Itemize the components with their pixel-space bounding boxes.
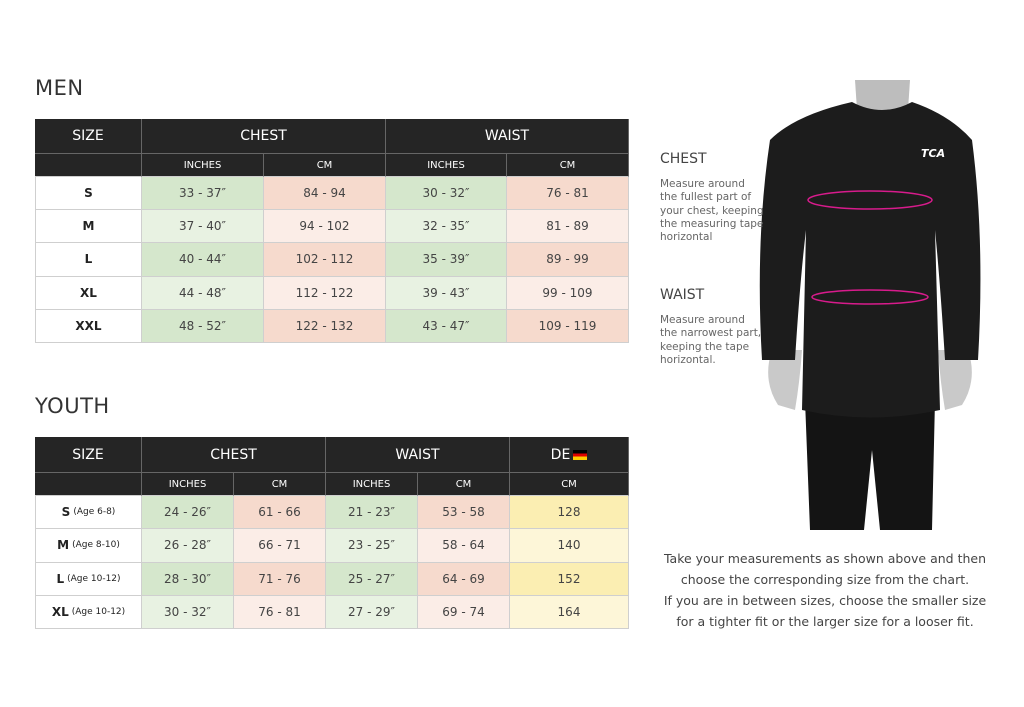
- value-cell: 30 - 32″: [386, 177, 507, 211]
- value-cell: 66 - 71: [234, 529, 326, 563]
- value-cell: 81 - 89: [507, 210, 629, 244]
- value-cell: 109 - 119: [507, 309, 629, 343]
- age-label: (Age 6-8): [73, 507, 116, 518]
- size-label: L: [56, 571, 65, 586]
- value-cell: 40 - 44″: [142, 243, 264, 277]
- value-cell: 102 - 112: [264, 243, 386, 277]
- value-cell: 64 - 69: [418, 562, 510, 596]
- value-cell: 23 - 25″: [326, 529, 418, 563]
- value-cell: 33 - 37″: [142, 177, 264, 211]
- value-cell: 24 - 26″: [142, 496, 234, 530]
- size-cell: L: [35, 243, 142, 277]
- header-text: DE: [550, 446, 571, 463]
- subheader-cell: INCHES: [142, 473, 234, 496]
- header-cell: WAIST: [326, 437, 510, 473]
- value-cell: 140: [510, 529, 629, 563]
- header-cell: CHEST: [142, 437, 326, 473]
- section-title: MEN: [35, 76, 84, 100]
- subheader-cell: CM: [510, 473, 629, 496]
- value-cell: 39 - 43″: [386, 276, 507, 310]
- value-cell: 89 - 99: [507, 243, 629, 277]
- age-label: (Age 8-10): [72, 540, 120, 551]
- value-cell: 122 - 132: [264, 309, 386, 343]
- subheader-cell: INCHES: [326, 473, 418, 496]
- guide-title: WAIST: [660, 287, 705, 303]
- note-line: choose the corresponding size from the c…: [680, 572, 970, 587]
- note-line: for a tighter fit or the larger size for…: [676, 614, 974, 629]
- size-label: M: [57, 538, 70, 553]
- size-cell: XL (Age 10-12): [35, 595, 142, 630]
- figure: TCA: [759, 80, 981, 530]
- subheader-cell: [35, 154, 142, 177]
- subheader-cell: INCHES: [386, 154, 507, 177]
- value-cell: 53 - 58: [418, 496, 510, 530]
- logo: TCA: [921, 147, 945, 160]
- value-cell: 58 - 64: [418, 529, 510, 563]
- age-label: (Age 10-12): [67, 573, 121, 584]
- subheader-cell: CM: [264, 154, 386, 177]
- guide-text: the measuring tape: [660, 217, 764, 230]
- note-line: Take your measurements as shown above an…: [663, 551, 987, 566]
- value-cell: 32 - 35″: [386, 210, 507, 244]
- header-cell: CHEST: [142, 119, 386, 154]
- guide-text: your chest, keeping: [660, 204, 764, 217]
- value-cell: 43 - 47″: [386, 309, 507, 343]
- age-label: (Age 10-12): [71, 607, 126, 618]
- value-cell: 48 - 52″: [142, 309, 264, 343]
- subheader-cell: [35, 473, 142, 496]
- value-cell: 26 - 28″: [142, 529, 234, 563]
- section-title: YOUTH: [35, 394, 110, 418]
- guide-text: the narrowest part,: [660, 327, 762, 340]
- guide-text: keeping the tape: [660, 340, 750, 353]
- value-cell: 37 - 40″: [142, 210, 264, 244]
- size-cell: L (Age 10-12): [35, 562, 142, 596]
- note-line: If you are in between sizes, choose the …: [663, 593, 987, 608]
- guide-text: the fullest part of: [660, 191, 752, 204]
- value-cell: 112 - 122: [264, 276, 386, 310]
- guide-text: Measure around: [660, 178, 745, 190]
- guide-text: horizontal.: [660, 353, 716, 366]
- size-label: XL: [51, 605, 69, 620]
- value-cell: 25 - 27″: [326, 562, 418, 596]
- value-cell: 61 - 66: [234, 496, 326, 530]
- size-cell: S (Age 6-8): [35, 496, 142, 530]
- subheader-cell: CM: [234, 473, 326, 496]
- value-cell: 35 - 39″: [386, 243, 507, 277]
- header-cell: DE: [510, 437, 629, 473]
- value-cell: 28 - 30″: [142, 562, 234, 596]
- header-cell: WAIST: [386, 119, 629, 154]
- value-cell: 152: [510, 562, 629, 596]
- value-cell: 44 - 48″: [142, 276, 264, 310]
- value-cell: 21 - 23″: [326, 496, 418, 530]
- value-cell: 69 - 74: [418, 595, 510, 630]
- size-cell: XL: [35, 276, 142, 310]
- value-cell: 164: [510, 595, 629, 630]
- size-cell: M: [35, 210, 142, 244]
- value-cell: 99 - 109: [507, 276, 629, 310]
- value-cell: 76 - 81: [234, 595, 326, 630]
- value-cell: 128: [510, 496, 629, 530]
- size-label: S: [61, 505, 71, 520]
- header-cell: SIZE: [35, 437, 142, 473]
- flag: [573, 449, 588, 460]
- value-cell: 71 - 76: [234, 562, 326, 596]
- subheader-cell: CM: [418, 473, 510, 496]
- value-cell: 76 - 81: [507, 177, 629, 211]
- guide-text: horizontal: [660, 231, 713, 244]
- value-cell: 94 - 102: [264, 210, 386, 244]
- size-cell: S: [35, 177, 142, 211]
- subheader-cell: INCHES: [142, 154, 264, 177]
- value-cell: 27 - 29″: [326, 595, 418, 630]
- value-cell: 84 - 94: [264, 177, 386, 211]
- size-cell: M (Age 8-10): [35, 529, 142, 563]
- guide-text: Measure around: [660, 314, 745, 326]
- header-cell: SIZE: [35, 119, 142, 154]
- value-cell: 30 - 32″: [142, 595, 234, 630]
- size-cell: XXL: [35, 309, 142, 343]
- guide-title: CHEST: [660, 151, 707, 167]
- subheader-cell: CM: [507, 154, 629, 177]
